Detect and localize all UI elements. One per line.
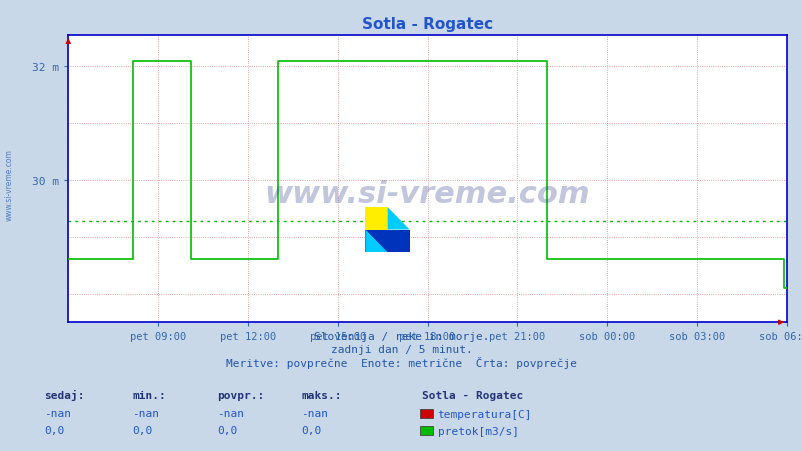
Text: povpr.:: povpr.: [217, 390, 264, 400]
Text: temperatura[C]: temperatura[C] [437, 409, 532, 419]
Polygon shape [365, 207, 387, 230]
Text: -nan: -nan [301, 408, 328, 418]
Text: sedaj:: sedaj: [44, 389, 84, 400]
Polygon shape [387, 207, 409, 230]
Text: zadnji dan / 5 minut.: zadnji dan / 5 minut. [330, 345, 472, 354]
Text: -nan: -nan [217, 408, 244, 418]
Text: www.si-vreme.com: www.si-vreme.com [5, 149, 14, 221]
Text: 0,0: 0,0 [301, 425, 321, 435]
Text: maks.:: maks.: [301, 390, 341, 400]
Text: Slovenija / reke in morje.: Slovenija / reke in morje. [314, 331, 488, 341]
Title: Sotla - Rogatec: Sotla - Rogatec [362, 17, 492, 32]
Text: -nan: -nan [44, 408, 71, 418]
Text: 0,0: 0,0 [217, 425, 237, 435]
Text: pretok[m3/s]: pretok[m3/s] [437, 426, 518, 436]
Polygon shape [365, 230, 387, 253]
Text: Meritve: povprečne  Enote: metrične  Črta: povprečje: Meritve: povprečne Enote: metrične Črta:… [225, 356, 577, 368]
Text: min.:: min.: [132, 390, 166, 400]
Text: -nan: -nan [132, 408, 160, 418]
Text: Sotla - Rogatec: Sotla - Rogatec [421, 390, 522, 400]
Text: www.si-vreme.com: www.si-vreme.com [265, 179, 589, 208]
Text: 0,0: 0,0 [132, 425, 152, 435]
Polygon shape [365, 230, 409, 253]
Text: 0,0: 0,0 [44, 425, 64, 435]
